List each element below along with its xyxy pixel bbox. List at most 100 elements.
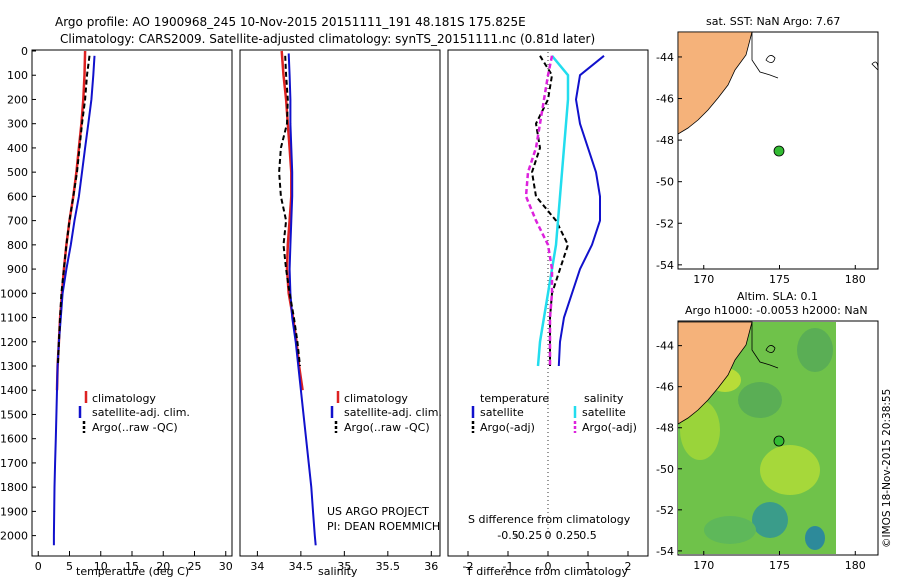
temperature-series (52, 50, 96, 546)
top-tick-label: 0.25 (556, 529, 581, 542)
difference-axis-label: T difference from climatology (465, 565, 628, 578)
legend-satellite-adj-s: satellite-adj. clim. (344, 406, 442, 419)
depth-tick-label: 300 (7, 118, 28, 131)
legend-satellite-adj: satellite-adj. clim. (92, 406, 190, 419)
top-tick-label: -0.5 (497, 529, 518, 542)
project-note: US ARGO PROJECT (327, 505, 429, 518)
depth-tick-label: 1800 (0, 481, 28, 494)
x-tick-label: 35 (337, 560, 351, 573)
top-tick-label: 0.5 (579, 529, 597, 542)
difference-top-axis: -0.5-0.25 0 0.25 0.5 (497, 529, 596, 542)
x-tick-label: 25 (188, 560, 202, 573)
depth-tick-label: 1500 (0, 408, 28, 421)
sst-map-island (765, 55, 776, 63)
lon-tick-label: 170 (693, 559, 714, 572)
sst-map-title: sat. SST: NaN Argo: 7.67 (706, 15, 840, 28)
x-tick-label: 30 (219, 560, 233, 573)
series-line-t-satellite (557, 55, 605, 367)
series-line-climatology (55, 50, 87, 391)
timestamp-label: ©IMOS 18-Nov-2015 20:38:55 (881, 389, 893, 548)
x-tick-label: 15 (125, 560, 139, 573)
depth-tick-label: 400 (7, 142, 28, 155)
temperature-legend: climatology satellite-adj. clim. Argo(..… (78, 391, 190, 434)
depth-tick-label: 800 (7, 239, 28, 252)
lon-tick-label: 170 (693, 273, 714, 286)
difference-x-axis: -2 -1 0 1 2 (463, 551, 632, 573)
pi-note: PI: DEAN ROEMMICH (327, 520, 440, 533)
x-tick-label: 34 (250, 560, 264, 573)
lat-tick-label: -46 (656, 381, 674, 394)
legend-argo-raw-s: Argo(..raw -QC) (344, 421, 430, 434)
title-line-1: Argo profile: AO 1900968_245 10-Nov-2015… (55, 15, 526, 29)
depth-tick-label: 600 (7, 190, 28, 203)
sla-map-title-2: Argo h1000: -0.0053 h2000: NaN (685, 304, 868, 317)
lat-tick-label: -52 (656, 504, 674, 517)
x-tick-label: 36 (424, 560, 438, 573)
temperature-axis-label: temperature (deg C) (76, 565, 189, 578)
sst-map-axes: 170 175 180 -44 -46 -48 -50 -52 -54 (656, 51, 866, 286)
lat-tick-label: -54 (656, 545, 674, 558)
depth-tick-label: 100 (7, 69, 28, 82)
sst-map: sat. SST: NaN Argo: 7.67 170 175 180 -44 -46… (656, 15, 879, 286)
lat-tick-label: -46 (656, 93, 674, 106)
lon-tick-label: 175 (769, 273, 790, 286)
lat-tick-label: -50 (656, 463, 674, 476)
x-tick-label: 20 (156, 560, 170, 573)
salinity-legend: climatology satellite-adj. clim. Argo(..… (327, 391, 442, 533)
series-line-argo-raw-qc- (56, 55, 91, 367)
temperature-x-axis: 0 5 10 15 20 25 30 (35, 551, 233, 573)
x-tick-label: 34.5 (289, 560, 314, 573)
legend-climatology-s: climatology (344, 392, 408, 405)
x-tick-label: 0 (35, 560, 42, 573)
x-tick-label: 5 (66, 560, 73, 573)
depth-tick-label: 1900 (0, 505, 28, 518)
top-tick-label: -0.25 (514, 529, 542, 542)
series-line-satellite-adj-clim- (52, 55, 96, 546)
legend-argo-raw: Argo(..raw -QC) (92, 421, 178, 434)
depth-tick-label: 1200 (0, 336, 28, 349)
sla-map: Altim. SLA: 0.1 Argo h1000: -0.0053 h200… (656, 290, 879, 572)
lat-tick-label: -44 (656, 51, 674, 64)
series-line-s-satellite (536, 55, 570, 367)
sla-map-land (677, 321, 753, 425)
legend-s-satellite: satellite (582, 406, 626, 419)
sla-map-axes: 170 175 180 -44 -46 -48 -50 -52 -54 (656, 340, 866, 572)
lat-tick-label: -48 (656, 134, 674, 147)
legend-climatology: climatology (92, 392, 156, 405)
series-line-s-argo-adj- (524, 55, 554, 366)
salinity-x-axis: 34 34.5 35 35.5 36 (250, 551, 438, 573)
sst-map-contour (751, 32, 779, 79)
sst-float-marker (773, 145, 785, 157)
legend-salinity-heading: salinity (584, 392, 624, 405)
x-tick-label: 10 (94, 560, 108, 573)
depth-tick-label: 1600 (0, 433, 28, 446)
depth-tick-label: 200 (7, 93, 28, 106)
lat-tick-label: -48 (656, 422, 674, 435)
lon-tick-label: 175 (769, 559, 790, 572)
salinity-series (278, 50, 317, 546)
depth-tick-label: 2000 (0, 530, 28, 543)
legend-s-argo: Argo(-adj) (582, 421, 637, 434)
depth-tick-label: 1400 (0, 384, 28, 397)
difference-legend: temperature salinity satellite Argo(-adj… (471, 392, 637, 434)
sla-map-title-1: Altim. SLA: 0.1 (737, 290, 818, 303)
legend-t-argo: Argo(-adj) (480, 421, 535, 434)
x-tick-label: -1 (503, 560, 514, 573)
depth-tick-label: 1300 (0, 360, 28, 373)
x-tick-label: 2 (625, 560, 632, 573)
lon-tick-label: 180 (845, 273, 866, 286)
x-tick-label: 35.5 (376, 560, 401, 573)
x-tick-label: -2 (463, 560, 474, 573)
depth-tick-label: 0 (21, 45, 28, 58)
depth-tick-label: 1100 (0, 312, 28, 325)
lat-tick-label: -52 (656, 217, 674, 230)
depth-tick-label: 500 (7, 166, 28, 179)
top-tick-label: 0 (545, 529, 552, 542)
sla-map-island (765, 345, 776, 353)
depth-tick-label: 700 (7, 215, 28, 228)
lon-tick-label: 180 (845, 559, 866, 572)
lat-tick-label: -44 (656, 340, 674, 353)
depth-tick-label: 900 (7, 263, 28, 276)
sst-map-land (677, 31, 753, 135)
